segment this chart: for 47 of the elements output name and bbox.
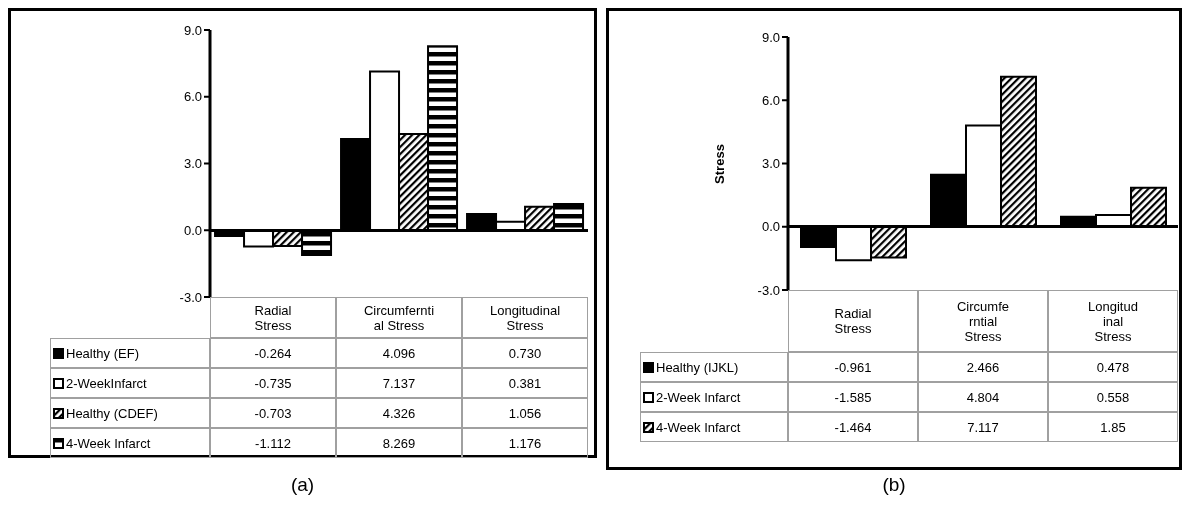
data-label: 8.269 [336,428,462,458]
y-tick-label: 9.0 [761,29,780,45]
data-label: 1.85 [1048,412,1178,442]
y-tick-label: 6.0 [183,89,202,105]
y-axis-title: Stress [712,142,728,186]
y-tick-label: 0.0 [761,219,780,235]
data-label: 7.137 [336,368,462,398]
data-label: 0.381 [462,368,588,398]
legend-label: Healthy (EF) [66,345,139,361]
y-tick-label: 6.0 [761,92,780,108]
legend-label: 4-Week Infarct [66,435,151,451]
legend-label: Healthy (CDEF) [66,405,158,421]
x-tick-label: Circumferntial Stress [363,302,435,333]
y-tick-label: -3.0 [757,282,780,298]
text: (a) [289,474,316,496]
legend-label: 2-WeekInfarct [66,375,147,391]
x-tick-label: Longitudinal Stress [1088,298,1138,344]
data-label: -1.112 [210,428,336,458]
x-tick-label: Longitudinal Stress [489,302,561,333]
data-label: 0.730 [462,338,588,368]
data-label: 4.326 [336,398,462,428]
legend-label: Healthy (IJKL) [656,359,739,375]
data-label: -0.703 [210,398,336,428]
data-label: -1.585 [788,382,918,412]
y-tick-label: -3.0 [179,289,202,305]
data-label: 1.176 [462,428,588,458]
data-label: 7.117 [918,412,1048,442]
y-tick-label: 3.0 [761,156,780,172]
y-tick-label: 9.0 [183,22,202,38]
data-label: -0.264 [210,338,336,368]
data-label: 0.478 [1048,352,1178,382]
y-tick-label: 0.0 [183,222,202,238]
x-tick-label: Radial Stress [254,302,292,333]
data-label: 2.466 [918,352,1048,382]
x-tick-label: Circumferntial Stress [956,298,1009,344]
text: (b) [881,474,907,496]
data-label: 4.804 [918,382,1048,412]
data-label: -0.735 [210,368,336,398]
data-label: 0.558 [1048,382,1178,412]
y-tick-label: 3.0 [183,156,202,172]
data-label: -0.961 [788,352,918,382]
data-label: -1.464 [788,412,918,442]
x-tick-label: Radial Stress [834,306,872,336]
legend-label: 4-Week Infarct [656,419,741,435]
data-label: 1.056 [462,398,588,428]
legend-label: 2-Week Infarct [656,389,741,405]
data-label: 4.096 [336,338,462,368]
